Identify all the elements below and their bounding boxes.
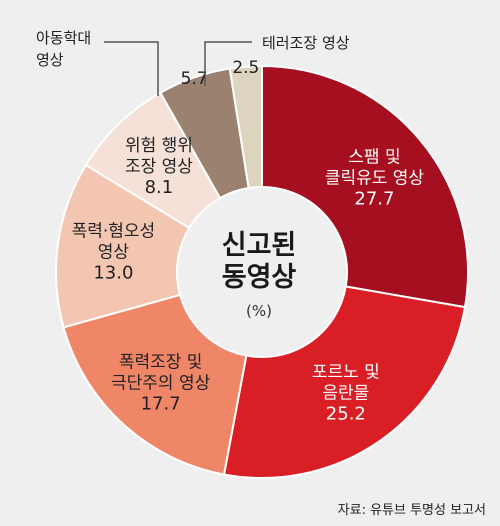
source-note: 자료: 유튜브 투명성 보고서 <box>337 503 486 518</box>
data-value-label: 5.7 <box>181 69 208 89</box>
slice-label: 스팸 및 클릭유도 영상 27.7 <box>325 147 425 209</box>
pie-slice <box>222 285 467 479</box>
leader-line <box>104 41 159 96</box>
pie-slice <box>228 64 263 190</box>
data-value-label: 2.5 <box>232 58 259 78</box>
leader-line <box>204 41 252 86</box>
pie-slice <box>55 163 191 329</box>
pie-slice <box>62 293 248 476</box>
callout-label: 테러조장 영상 <box>262 34 350 52</box>
unit-label: (%) <box>246 302 272 320</box>
slice-label: 폭력조장 및 극단주의 영상 17.7 <box>111 353 211 415</box>
callout-label: 아동학대 영상 <box>36 29 91 69</box>
chart-title: 신고된 동영상 <box>222 230 297 293</box>
pie-slice <box>261 64 469 309</box>
slice-label: 폭력·혐오성 영상 13.0 <box>72 222 156 284</box>
slice-label: 포르노 및 음란물 25.2 <box>312 363 380 425</box>
slice-label: 위험 행위 조장 영상 8.1 <box>125 136 193 198</box>
